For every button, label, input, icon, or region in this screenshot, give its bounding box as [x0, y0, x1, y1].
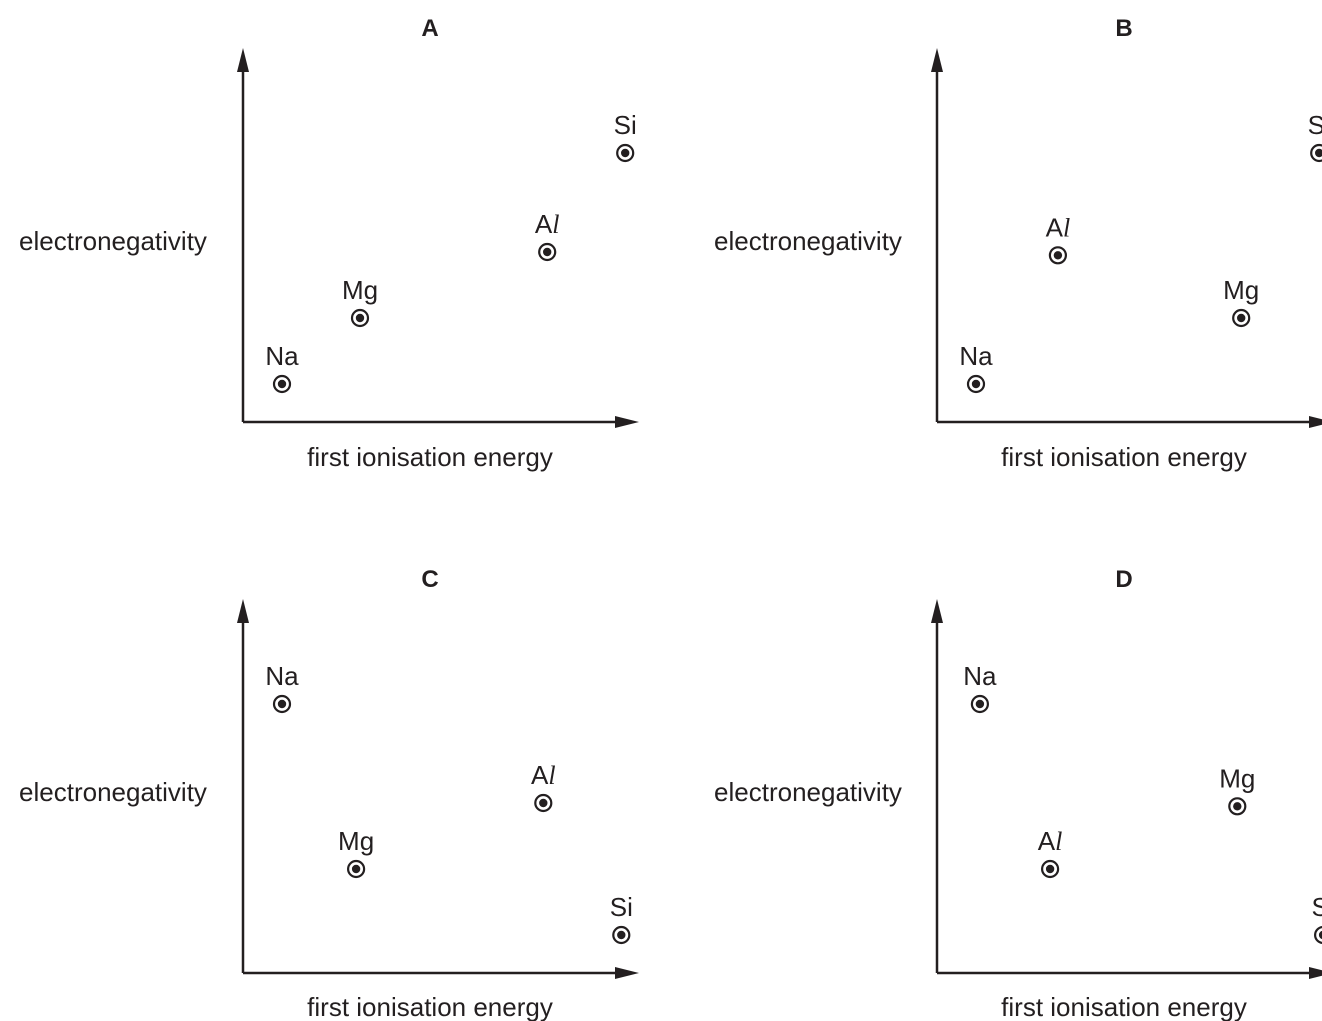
point-label: Si [610, 892, 633, 922]
point-marker-dot [277, 379, 287, 389]
point-label: Na [265, 661, 299, 691]
point-marker-dot [1233, 802, 1242, 811]
y-axis-arrow [931, 599, 943, 623]
point-label: Mg [1219, 763, 1255, 793]
point-marker-dot [355, 313, 365, 323]
point-label: Al [531, 760, 556, 790]
y-axis-label: electronegativity [19, 777, 207, 807]
data-point-mg: Mg [342, 275, 378, 328]
x-axis-label: first ionisation energy [1001, 992, 1247, 1021]
x-axis-label: first ionisation energy [1001, 442, 1247, 472]
data-point-mg: Mg [1219, 763, 1255, 816]
point-marker-dot [277, 699, 287, 709]
point-marker-dot [621, 148, 630, 158]
data-point-na: Na [265, 661, 299, 714]
point-label: Si [614, 110, 637, 140]
point-label: Al [535, 209, 560, 239]
point-marker-dot [971, 379, 981, 389]
x-axis-arrow [1309, 967, 1322, 979]
point-label: Mg [342, 275, 378, 305]
point-marker-dot [1315, 148, 1322, 158]
point-marker [1314, 925, 1322, 945]
data-point-al: Al [531, 760, 556, 813]
panel-title: D [1115, 566, 1132, 593]
data-point-si: Si [610, 892, 633, 945]
point-marker-dot [975, 699, 985, 709]
y-axis-arrow [931, 48, 943, 72]
point-marker-dot [543, 247, 552, 257]
point-label: Al [1046, 212, 1071, 242]
point-marker-dot [539, 798, 548, 808]
point-marker-dot [1318, 930, 1322, 940]
point-marker-dot [1053, 251, 1063, 260]
point-label: Si [1312, 892, 1322, 922]
data-point-si: Si [1308, 110, 1322, 163]
point-label: Si [1308, 110, 1322, 140]
x-axis-arrow [615, 416, 639, 428]
panel-title: C [421, 566, 438, 593]
x-axis-arrow [615, 967, 639, 979]
point-label: Mg [338, 826, 374, 856]
y-axis-label: electronegativity [19, 226, 207, 256]
point-label: Na [265, 341, 299, 371]
data-point-na: Na [959, 341, 993, 394]
y-axis-arrow [237, 599, 249, 623]
point-marker-dot [351, 864, 361, 874]
data-point-na: Na [265, 341, 299, 394]
data-point-si: Si [1312, 892, 1322, 945]
data-point-al: Al [1038, 826, 1063, 879]
data-point-mg: Mg [1223, 275, 1259, 328]
point-label: Na [963, 661, 997, 691]
y-axis-arrow [237, 48, 249, 72]
y-axis-label: electronegativity [714, 777, 902, 807]
y-axis-label: electronegativity [714, 226, 902, 256]
x-axis-arrow [1309, 416, 1322, 428]
data-point-na: Na [963, 661, 997, 714]
data-point-mg: Mg [338, 826, 374, 879]
point-label: Na [959, 341, 993, 371]
point-marker-dot [617, 930, 626, 940]
point-label: Mg [1223, 275, 1259, 305]
x-axis-label: first ionisation energy [307, 442, 553, 472]
data-point-si: Si [614, 110, 637, 163]
point-marker-dot [1237, 313, 1246, 323]
panel-title: B [1115, 15, 1132, 42]
data-point-al: Al [535, 209, 560, 262]
point-marker-dot [1045, 864, 1055, 874]
data-point-al: Al [1046, 212, 1071, 265]
point-label: Al [1038, 826, 1063, 856]
panel-title: A [421, 15, 438, 42]
x-axis-label: first ionisation energy [307, 992, 553, 1021]
